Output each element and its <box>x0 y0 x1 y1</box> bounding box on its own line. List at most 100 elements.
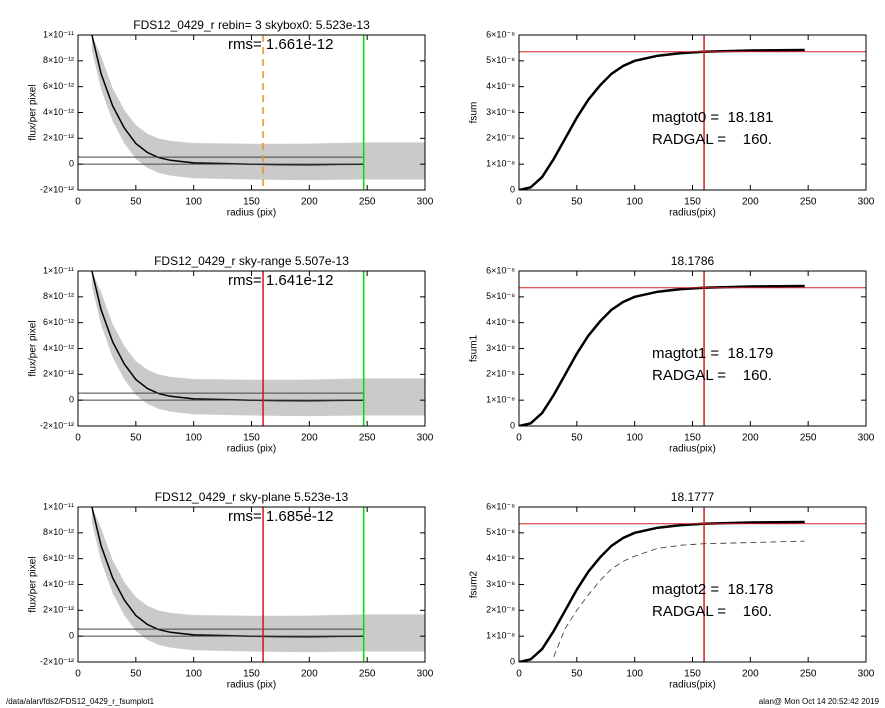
chart-title: FDS12_0429_r sky-range 5.507e-13 <box>154 254 349 268</box>
x-tick-label: 50 <box>571 433 583 444</box>
y-tick-label: -2×10⁻¹² <box>40 184 74 194</box>
x-tick-label: 200 <box>301 669 318 680</box>
x-tick-label: 150 <box>243 433 260 444</box>
y-tick-label: 1×10⁻⁸ <box>486 631 515 641</box>
y-tick-label: 6×10⁻⁸ <box>486 501 515 511</box>
x-axis-label: radius(pix) <box>669 444 716 455</box>
y-tick-label: 0 <box>69 159 74 169</box>
x-tick-label: 100 <box>626 433 643 444</box>
data-line <box>91 35 364 166</box>
scatter-cloud <box>91 507 425 653</box>
chart-title: 18.1786 <box>671 254 715 268</box>
data-line <box>519 284 805 426</box>
x-tick-label: 250 <box>800 669 817 680</box>
y-tick-label: 2×10⁻⁸ <box>486 369 515 379</box>
annotation: magtot1 = 18.179 <box>652 345 773 362</box>
y-tick-label: 5×10⁻⁸ <box>486 291 515 301</box>
x-axis-label: radius (pix) <box>227 444 276 455</box>
y-axis-label: flux/per pixel <box>28 320 39 376</box>
y-tick-label: 4×10⁻¹² <box>43 579 74 589</box>
x-tick-label: 300 <box>858 197 875 208</box>
footer-left: /data/alan/fds2/FDS12_0429_r_fsumplot1 <box>6 697 155 706</box>
y-axis-label: flux/per pixel <box>28 556 39 612</box>
y-tick-label: 0 <box>510 184 515 194</box>
y-tick-label: 1×10⁻⁸ <box>486 395 515 405</box>
chart-title: FDS12_0429_r rebin= 3 skybox0: 5.523e-13 <box>133 18 370 32</box>
x-tick-label: 200 <box>742 669 759 680</box>
annotation: rms= 1.661e-12 <box>228 36 333 53</box>
plot-area <box>519 507 866 662</box>
y-tick-label: 3×10⁻⁸ <box>486 579 515 589</box>
scatter-cloud <box>91 35 425 181</box>
plot-area <box>519 35 866 190</box>
y-tick-label: -2×10⁻¹² <box>40 656 74 666</box>
chart-title: 18.1777 <box>671 490 715 504</box>
annotation: rms= 1.685e-12 <box>228 508 333 525</box>
annotation: magtot0 = 18.181 <box>652 109 773 126</box>
footer-right: alan@ Mon Oct 14 20:52:42 2019 <box>759 697 880 706</box>
data-line <box>519 48 805 190</box>
data-line <box>519 520 805 662</box>
x-axis-label: radius(pix) <box>669 208 716 219</box>
x-tick-label: 0 <box>75 433 81 444</box>
x-tick-label: 200 <box>301 197 318 208</box>
plot-area <box>78 507 425 662</box>
x-tick-label: 100 <box>626 197 643 208</box>
x-axis-label: radius (pix) <box>227 208 276 219</box>
x-tick-label: 150 <box>684 669 701 680</box>
y-tick-label: 3×10⁻⁸ <box>486 107 515 117</box>
x-tick-label: 100 <box>626 669 643 680</box>
y-tick-label: 0 <box>510 656 515 666</box>
x-tick-label: 300 <box>858 433 875 444</box>
y-tick-label: 5×10⁻⁸ <box>486 55 515 65</box>
x-tick-label: 50 <box>571 197 583 208</box>
annotation: magtot2 = 18.178 <box>652 581 773 598</box>
data-line <box>91 271 364 402</box>
y-tick-label: 6×10⁻¹² <box>43 81 74 91</box>
y-tick-label: 4×10⁻⁸ <box>486 81 515 91</box>
x-tick-label: 0 <box>516 433 522 444</box>
y-tick-label: 3×10⁻⁸ <box>486 343 515 353</box>
y-tick-label: 2×10⁻¹² <box>43 133 74 143</box>
y-tick-label: 0 <box>510 420 515 430</box>
y-axis-label: fsum2 <box>469 570 480 598</box>
x-tick-label: 250 <box>800 197 817 208</box>
y-tick-label: 0 <box>69 631 74 641</box>
x-tick-label: 50 <box>130 197 142 208</box>
y-tick-label: -2×10⁻¹² <box>40 420 74 430</box>
x-tick-label: 300 <box>417 433 434 444</box>
y-tick-label: 4×10⁻⁸ <box>486 553 515 563</box>
y-tick-label: 1×10⁻¹¹ <box>43 265 74 275</box>
y-tick-label: 4×10⁻¹² <box>43 343 74 353</box>
plot-area <box>78 35 425 190</box>
y-tick-label: 2×10⁻⁸ <box>486 133 515 143</box>
y-tick-label: 0 <box>69 395 74 405</box>
x-tick-label: 0 <box>516 197 522 208</box>
x-tick-label: 200 <box>742 197 759 208</box>
y-tick-label: 2×10⁻¹² <box>43 605 74 615</box>
x-tick-label: 150 <box>684 197 701 208</box>
y-tick-label: 1×10⁻⁸ <box>486 159 515 169</box>
scatter-cloud <box>91 271 425 417</box>
y-tick-label: 2×10⁻⁸ <box>486 605 515 615</box>
y-tick-label: 8×10⁻¹² <box>43 291 74 301</box>
x-tick-label: 50 <box>571 669 583 680</box>
x-tick-label: 50 <box>130 669 142 680</box>
y-tick-label: 1×10⁻¹¹ <box>43 501 74 511</box>
x-tick-label: 150 <box>243 197 260 208</box>
x-tick-label: 150 <box>684 433 701 444</box>
chart-title: FDS12_0429_r sky-plane 5.523e-13 <box>155 490 349 504</box>
y-axis-label: flux/per pixel <box>28 84 39 140</box>
y-tick-label: 2×10⁻¹² <box>43 369 74 379</box>
x-axis-label: radius(pix) <box>669 680 716 691</box>
x-tick-label: 100 <box>185 669 202 680</box>
plot-area <box>519 271 866 426</box>
x-tick-label: 200 <box>742 433 759 444</box>
y-axis-label: fsum <box>469 102 480 124</box>
y-tick-label: 6×10⁻¹² <box>43 553 74 563</box>
x-tick-label: 150 <box>243 669 260 680</box>
y-tick-label: 8×10⁻¹² <box>43 527 74 537</box>
data-line <box>91 507 364 638</box>
